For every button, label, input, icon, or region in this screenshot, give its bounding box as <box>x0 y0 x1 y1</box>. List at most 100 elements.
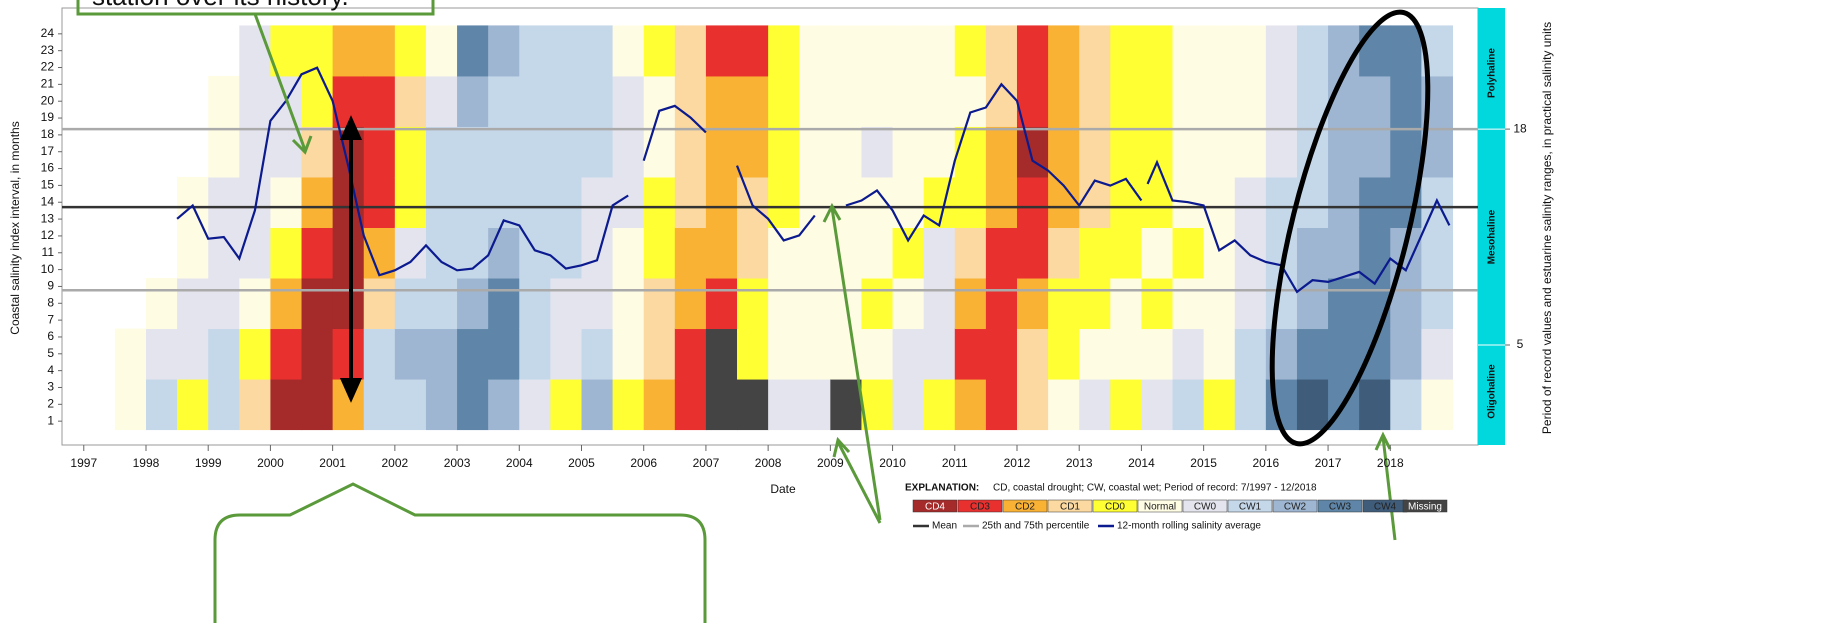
heatmap-cell <box>363 379 396 431</box>
heatmap-cell <box>768 25 800 77</box>
heatmap-cell <box>581 379 614 431</box>
heatmap-cell <box>581 25 614 77</box>
heatmap-cell <box>737 176 769 228</box>
y-tick-label: 1 <box>47 413 54 427</box>
heatmap-cell <box>1172 25 1205 77</box>
heatmap-cell <box>581 126 614 178</box>
legend-label: CW4 <box>1374 502 1397 513</box>
heatmap-cell <box>1172 379 1205 431</box>
heatmap-cell <box>1048 75 1080 127</box>
heatmap-cell <box>768 379 800 431</box>
heatmap-cell <box>239 227 271 279</box>
heatmap-cell <box>674 278 707 330</box>
heatmap-cell <box>892 25 925 77</box>
zone-label: Polyhaline <box>1487 48 1498 98</box>
heatmap-cell <box>737 25 769 77</box>
heatmap-cell <box>768 75 800 127</box>
heatmap-cell <box>1421 227 1453 279</box>
heatmap-cell <box>425 126 458 178</box>
heatmap-cell <box>1079 278 1111 330</box>
heatmap-cell <box>208 75 240 127</box>
heatmap-cell <box>1048 25 1080 77</box>
explanation: CD, coastal drought; CW, coastal wet; Pe… <box>993 483 1317 494</box>
legend-label: Normal <box>1144 502 1176 513</box>
heatmap-cell <box>1079 328 1111 380</box>
heatmap-cell <box>1296 227 1329 279</box>
y-axis-label: Coastal salinity index interval, in mont… <box>8 121 22 334</box>
x-tick-label: 1998 <box>133 456 160 470</box>
heatmap-cell <box>457 328 489 380</box>
heatmap-cell <box>1296 379 1329 431</box>
heatmap-cell <box>768 328 800 380</box>
heatmap-cell <box>1141 379 1174 431</box>
heatmap-cell <box>674 75 707 127</box>
heatmap-cell <box>705 227 738 279</box>
heatmap-cell <box>892 328 925 380</box>
heatmap-cell <box>737 328 769 380</box>
heatmap-cell <box>1016 278 1049 330</box>
heatmap-cell <box>612 328 645 380</box>
heatmap-cell <box>394 227 427 279</box>
heatmap-cell <box>114 328 147 380</box>
heatmap-cell <box>581 328 614 380</box>
y-tick-label: 18 <box>41 127 55 141</box>
legend-label: CW3 <box>1329 502 1352 513</box>
heatmap-cell <box>1234 126 1267 178</box>
heatmap-cell <box>425 75 458 127</box>
annotations: station over its history. <box>76 0 1431 623</box>
heatmap-cell <box>550 328 582 380</box>
heatmap-cell <box>208 176 240 228</box>
heatmap-cell <box>985 126 1018 178</box>
heatmap-cell <box>1359 227 1391 279</box>
legend-label: CD4 <box>925 502 945 513</box>
heatmap-cell <box>488 227 520 279</box>
arrow <box>1374 431 1397 541</box>
heatmap-cell <box>612 75 645 127</box>
legend-swatch <box>1047 499 1093 513</box>
heatmap-cell <box>737 379 769 431</box>
legend-swatch <box>1402 499 1448 513</box>
heatmap-cell <box>705 379 738 431</box>
heatmap-cell <box>1141 227 1174 279</box>
heatmap-cell <box>1141 278 1174 330</box>
y-tick-label: 9 <box>47 279 54 293</box>
heatmap-cell <box>208 278 240 330</box>
heatmap-cell <box>1234 176 1267 228</box>
heatmap-cell <box>643 75 676 127</box>
heatmap-cell <box>1234 328 1267 380</box>
heatmap-cell <box>985 379 1018 431</box>
arrow <box>253 13 313 155</box>
heatmap-cell <box>332 25 365 77</box>
heatmap-cell <box>1296 328 1329 380</box>
y-tick-label: 10 <box>41 262 55 276</box>
heatmap-cell <box>270 328 303 380</box>
heatmap-cell <box>1079 227 1111 279</box>
heatmap-cell <box>612 126 645 178</box>
x-tick-label: 2012 <box>1004 456 1031 470</box>
heatmap-cell <box>301 278 334 330</box>
heatmap-cell <box>954 75 987 127</box>
heatmap-cell <box>1141 75 1174 127</box>
explanation-title: EXPLANATION: <box>905 483 979 494</box>
heatmap-cell <box>1265 25 1298 77</box>
legend-label: CD1 <box>1060 502 1080 513</box>
heatmap-cell <box>301 227 334 279</box>
heatmap-cell <box>488 75 520 127</box>
heatmap-cell <box>1328 278 1360 330</box>
heatmap-cell <box>519 25 551 77</box>
y-tick-label: 2 <box>47 396 54 410</box>
heatmap-cell <box>1079 176 1111 228</box>
legend-label: 12-month rolling salinity average <box>1117 521 1261 532</box>
x-tick-label: 2010 <box>879 456 906 470</box>
heatmap-cell <box>1234 75 1267 127</box>
range-arrow <box>339 115 363 403</box>
heatmap-cell <box>208 379 240 431</box>
legend-swatch <box>957 499 1003 513</box>
heatmap-cell <box>550 227 582 279</box>
heatmap-cell <box>270 176 303 228</box>
heatmap-cell <box>1203 278 1236 330</box>
heatmap-cell <box>1421 379 1453 431</box>
legend-swatch <box>1002 499 1048 513</box>
y-tick-label: 16 <box>41 161 55 175</box>
